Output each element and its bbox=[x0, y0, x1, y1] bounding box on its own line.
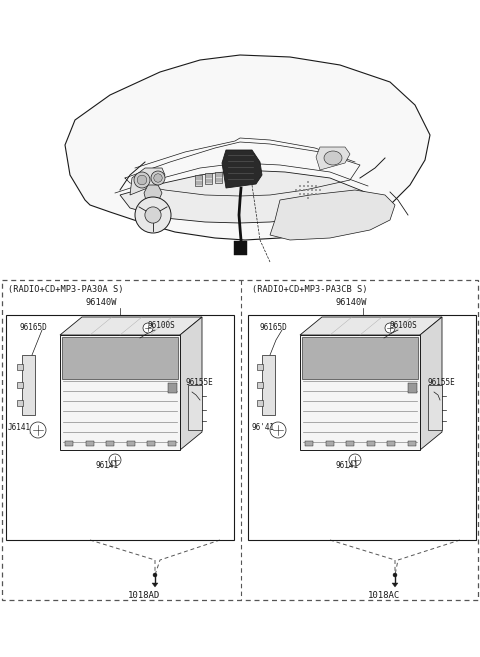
Circle shape bbox=[134, 172, 150, 188]
Text: 1018AD: 1018AD bbox=[128, 591, 160, 600]
Polygon shape bbox=[120, 170, 365, 223]
Bar bbox=[305, 441, 313, 446]
Text: 96140W: 96140W bbox=[335, 298, 367, 307]
Polygon shape bbox=[144, 185, 162, 208]
Circle shape bbox=[153, 573, 157, 577]
Text: 96165D: 96165D bbox=[20, 323, 48, 332]
Polygon shape bbox=[302, 337, 418, 378]
Text: (RADIO+CD+MP3-PA30A S): (RADIO+CD+MP3-PA30A S) bbox=[8, 285, 123, 294]
Text: 96155E: 96155E bbox=[185, 378, 213, 387]
Circle shape bbox=[319, 189, 321, 191]
Circle shape bbox=[303, 185, 305, 187]
Bar bbox=[168, 441, 176, 446]
Polygon shape bbox=[420, 317, 442, 450]
Circle shape bbox=[303, 189, 305, 191]
Bar bbox=[65, 441, 73, 446]
Polygon shape bbox=[428, 385, 442, 430]
Polygon shape bbox=[392, 583, 398, 587]
Bar bbox=[257, 400, 263, 406]
Bar bbox=[2, 280, 478, 600]
Circle shape bbox=[143, 323, 153, 333]
Circle shape bbox=[315, 185, 317, 187]
Bar bbox=[387, 441, 396, 446]
Circle shape bbox=[307, 189, 309, 191]
Circle shape bbox=[311, 185, 313, 187]
Circle shape bbox=[311, 193, 313, 195]
Circle shape bbox=[145, 207, 161, 223]
Text: J6141: J6141 bbox=[8, 423, 31, 432]
Bar bbox=[408, 441, 416, 446]
Circle shape bbox=[154, 174, 162, 182]
Polygon shape bbox=[316, 147, 350, 170]
Circle shape bbox=[299, 185, 301, 187]
Polygon shape bbox=[152, 583, 158, 587]
Text: 96141: 96141 bbox=[95, 461, 118, 470]
Circle shape bbox=[311, 189, 313, 191]
Text: (RADIO+CD+MP3-PA3CB S): (RADIO+CD+MP3-PA3CB S) bbox=[252, 285, 368, 294]
Circle shape bbox=[349, 454, 361, 466]
Bar bbox=[205, 173, 212, 184]
Circle shape bbox=[307, 197, 309, 199]
Text: 96141: 96141 bbox=[335, 461, 358, 470]
Polygon shape bbox=[180, 317, 202, 450]
Bar bbox=[215, 172, 222, 183]
Polygon shape bbox=[60, 317, 202, 335]
Circle shape bbox=[315, 189, 317, 191]
Circle shape bbox=[299, 189, 301, 191]
Bar bbox=[346, 441, 354, 446]
Ellipse shape bbox=[324, 151, 342, 165]
Circle shape bbox=[307, 181, 309, 183]
Circle shape bbox=[307, 193, 309, 195]
Polygon shape bbox=[65, 55, 430, 240]
Circle shape bbox=[109, 454, 121, 466]
Bar bbox=[408, 382, 417, 393]
Bar bbox=[168, 382, 177, 393]
Circle shape bbox=[151, 171, 165, 185]
Polygon shape bbox=[262, 355, 275, 415]
Polygon shape bbox=[130, 168, 165, 195]
Text: 1018AC: 1018AC bbox=[368, 591, 400, 600]
Polygon shape bbox=[222, 150, 262, 188]
Circle shape bbox=[135, 197, 171, 233]
Bar bbox=[367, 441, 375, 446]
Polygon shape bbox=[270, 190, 395, 240]
Bar bbox=[85, 441, 94, 446]
Circle shape bbox=[393, 573, 397, 577]
Polygon shape bbox=[300, 335, 420, 450]
Bar bbox=[17, 400, 23, 406]
Bar bbox=[127, 441, 135, 446]
Bar bbox=[248, 315, 476, 540]
Circle shape bbox=[295, 189, 297, 191]
Bar bbox=[257, 364, 263, 370]
Bar bbox=[325, 441, 334, 446]
Circle shape bbox=[307, 185, 309, 187]
Polygon shape bbox=[234, 241, 247, 255]
Polygon shape bbox=[62, 337, 178, 378]
Circle shape bbox=[270, 422, 286, 438]
Polygon shape bbox=[300, 317, 442, 335]
Text: 96165D: 96165D bbox=[260, 323, 288, 332]
Polygon shape bbox=[22, 355, 35, 415]
Bar bbox=[147, 441, 156, 446]
Polygon shape bbox=[60, 335, 180, 450]
Circle shape bbox=[299, 193, 301, 195]
Text: 96'41: 96'41 bbox=[252, 423, 275, 432]
Circle shape bbox=[385, 323, 395, 333]
Text: 96155E: 96155E bbox=[428, 378, 456, 387]
Text: 96100S: 96100S bbox=[148, 321, 176, 330]
Circle shape bbox=[30, 422, 46, 438]
Text: 96140W: 96140W bbox=[85, 298, 117, 307]
Bar bbox=[6, 315, 234, 540]
Bar bbox=[106, 441, 114, 446]
Bar bbox=[257, 382, 263, 388]
Circle shape bbox=[137, 175, 147, 185]
Text: 96100S: 96100S bbox=[390, 321, 418, 330]
Circle shape bbox=[303, 193, 305, 195]
Polygon shape bbox=[188, 385, 202, 430]
Bar bbox=[17, 382, 23, 388]
Circle shape bbox=[315, 193, 317, 195]
Bar bbox=[17, 364, 23, 370]
Bar bbox=[195, 175, 202, 186]
